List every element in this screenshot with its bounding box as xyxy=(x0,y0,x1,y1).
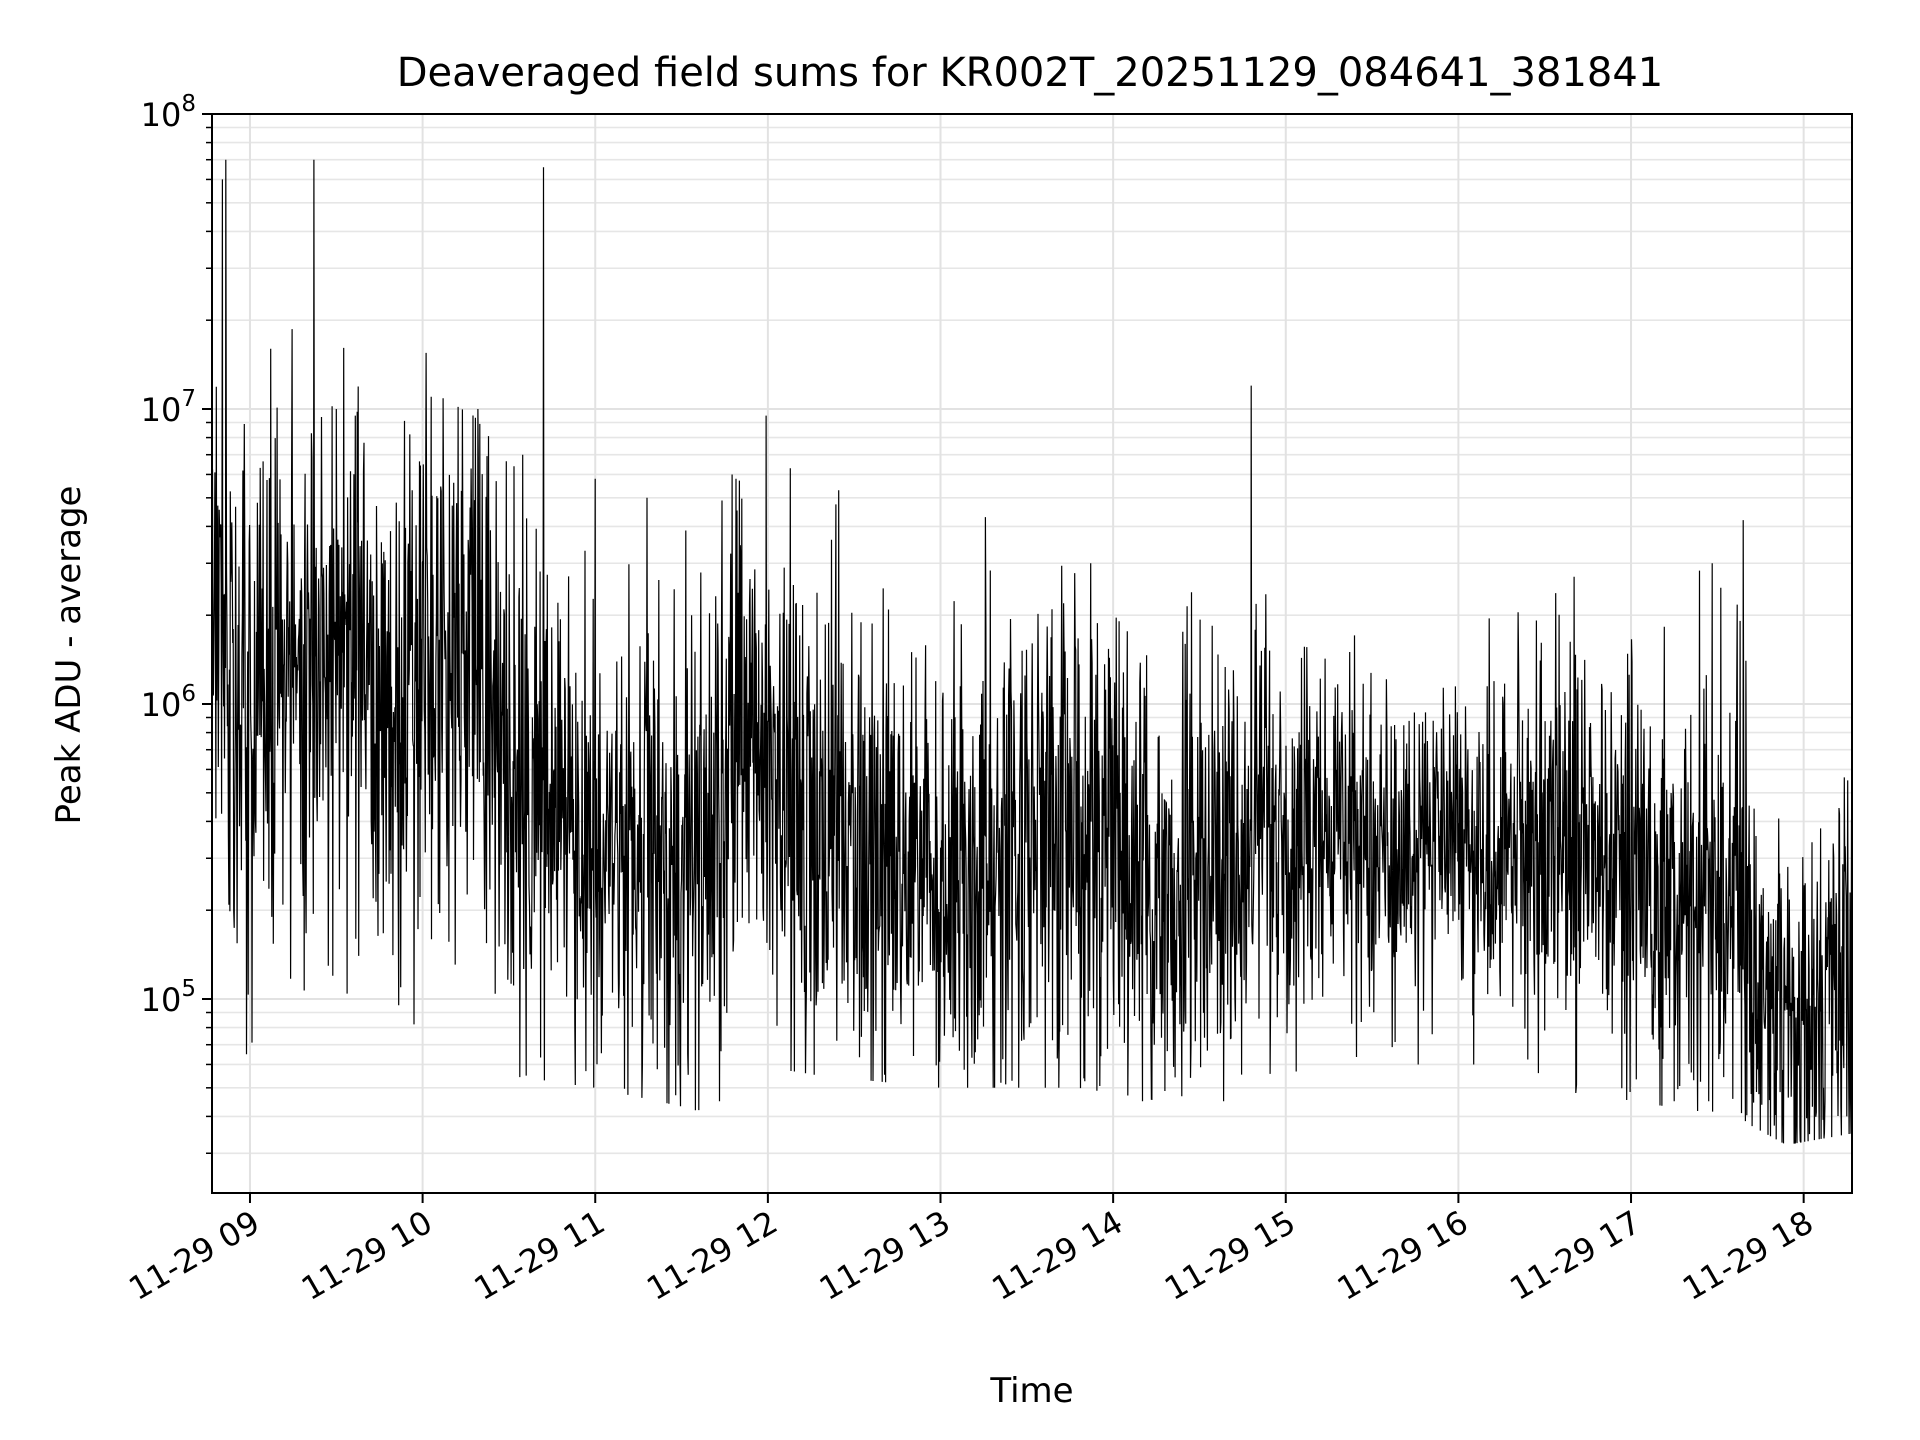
y-tick-label: 105 xyxy=(141,976,196,1019)
x-axis-label: Time xyxy=(989,1371,1073,1411)
series-line xyxy=(211,159,1853,1144)
series-group xyxy=(211,159,1853,1144)
plot-frame xyxy=(211,113,1853,1194)
y-tick-exponent: 6 xyxy=(181,681,196,707)
y-tick-exponent: 8 xyxy=(181,91,196,117)
chart-title: Deaveraged field sums for KR002T_2025112… xyxy=(397,50,1664,96)
y-tick-exponent: 7 xyxy=(181,386,196,412)
y-tick-exponent: 5 xyxy=(181,976,196,1002)
y-axis-label: Peak ADU - average xyxy=(49,486,89,825)
